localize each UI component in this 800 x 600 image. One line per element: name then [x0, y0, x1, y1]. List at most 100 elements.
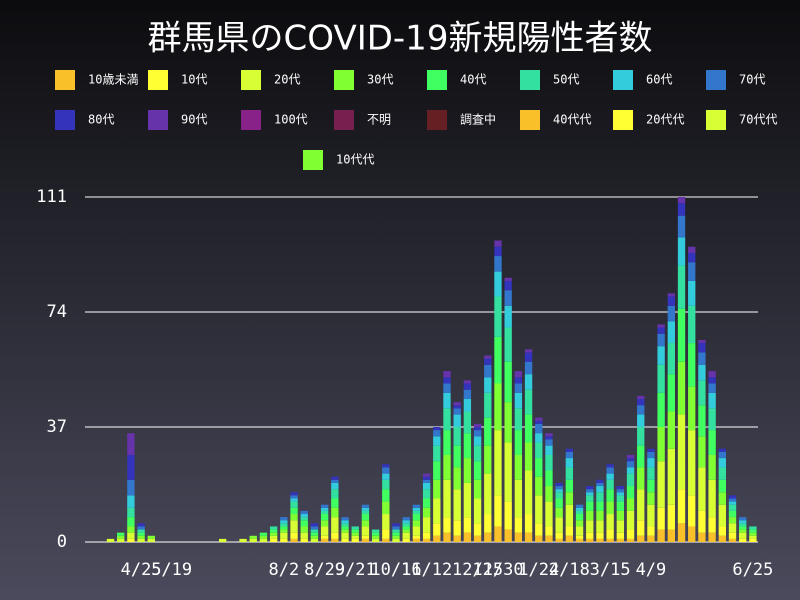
bar-segment	[300, 514, 308, 518]
bar-segment	[616, 538, 625, 542]
bar-segment	[728, 501, 737, 505]
bar-segment	[127, 532, 135, 539]
legend-swatch	[55, 70, 75, 90]
bar-segment	[443, 517, 451, 533]
bar-segment	[443, 532, 451, 542]
bar-segment	[137, 526, 145, 530]
bar-segment	[463, 399, 472, 412]
bar-segment	[698, 339, 706, 344]
bar-segment	[494, 246, 502, 257]
bar-segment	[484, 355, 492, 359]
bar-segment	[565, 504, 574, 527]
legend-swatch	[520, 110, 540, 130]
bar-segment	[555, 482, 563, 487]
bar-segment	[484, 377, 492, 393]
bar-segment	[708, 479, 716, 518]
bar-segment	[433, 523, 441, 536]
bar-segment	[565, 526, 574, 536]
bar-segment	[667, 374, 675, 412]
bar-segment	[749, 529, 757, 533]
bar-segment	[473, 535, 482, 542]
legend-swatch	[148, 70, 168, 90]
bar-segment	[137, 538, 145, 542]
bar-segment	[708, 377, 716, 384]
bar-segment	[351, 532, 359, 536]
bar-segment	[433, 445, 441, 462]
bar-segment	[494, 240, 502, 247]
bar-segment	[473, 445, 482, 462]
bar-segment	[586, 510, 594, 521]
bar-segment	[657, 392, 665, 427]
legend-label: 10代代	[336, 153, 374, 167]
bar-segment	[667, 293, 675, 297]
bar-segment	[453, 535, 461, 542]
x-tick-label: 8/2	[268, 560, 299, 580]
bar-segment	[565, 479, 574, 493]
bar-segment	[667, 504, 675, 530]
bar-segment	[422, 476, 431, 480]
bar-segment	[616, 489, 625, 493]
legend-label: 調査中	[460, 112, 496, 127]
bar-segment	[565, 451, 574, 459]
bar-segment	[259, 538, 268, 542]
bar-segment	[586, 532, 594, 539]
bar-segment	[555, 489, 563, 493]
bar-segment	[269, 529, 278, 533]
bar-segment	[473, 498, 482, 524]
bar-segment	[290, 498, 298, 502]
bar-segment	[524, 414, 533, 443]
bar-segment	[290, 532, 298, 539]
bar-segment	[708, 383, 716, 393]
bar-segment	[586, 520, 594, 533]
bar-segment	[382, 467, 390, 474]
bar-segment	[535, 417, 543, 421]
legend-label: 40代代	[553, 113, 591, 127]
bar-segment	[422, 489, 431, 499]
bar-segment	[677, 265, 686, 309]
bar-segment	[300, 510, 308, 515]
bar-segment	[320, 520, 329, 527]
bar-segment	[412, 514, 421, 521]
bar-segment	[739, 532, 747, 539]
bar-segment	[637, 405, 645, 415]
bar-segment	[341, 532, 349, 539]
bar-segment	[708, 371, 716, 378]
bar-segment	[698, 352, 706, 365]
bar-segment	[647, 458, 655, 468]
bar-segment	[596, 538, 604, 542]
bar-segment	[637, 520, 645, 536]
bar-segment	[545, 454, 553, 471]
bar-segment	[575, 507, 584, 511]
bar-segment	[514, 517, 523, 533]
bar-segment	[739, 520, 747, 524]
bar-segment	[667, 343, 675, 375]
y-tick-label: 37	[47, 417, 67, 437]
bar-segment	[218, 538, 227, 542]
bar-segment	[688, 305, 696, 344]
bar-segment	[514, 377, 523, 384]
bar-segment	[575, 538, 584, 542]
bar-segment	[677, 215, 686, 238]
bar-segment	[463, 517, 472, 533]
legend-swatch	[148, 110, 168, 130]
bar-segment	[412, 504, 421, 508]
bar-segment	[626, 498, 635, 511]
bar-segment	[616, 486, 625, 490]
bar-segment	[626, 454, 635, 459]
bar-segment	[616, 532, 625, 539]
bar-segment	[575, 520, 584, 527]
bar-segment	[137, 535, 145, 539]
bar-segment	[494, 296, 502, 337]
bar-segment	[596, 532, 604, 539]
bar-segment	[667, 305, 675, 322]
bar-segment	[514, 430, 523, 455]
bar-segment	[382, 464, 390, 468]
legend-swatch	[334, 70, 354, 90]
bar-segment	[361, 510, 370, 515]
bar-segment	[596, 479, 604, 483]
bar-segment	[555, 532, 563, 539]
bar-segment	[127, 454, 135, 480]
bar-segment	[392, 529, 400, 533]
bar-segment	[616, 495, 625, 502]
bar-segment	[127, 495, 135, 508]
